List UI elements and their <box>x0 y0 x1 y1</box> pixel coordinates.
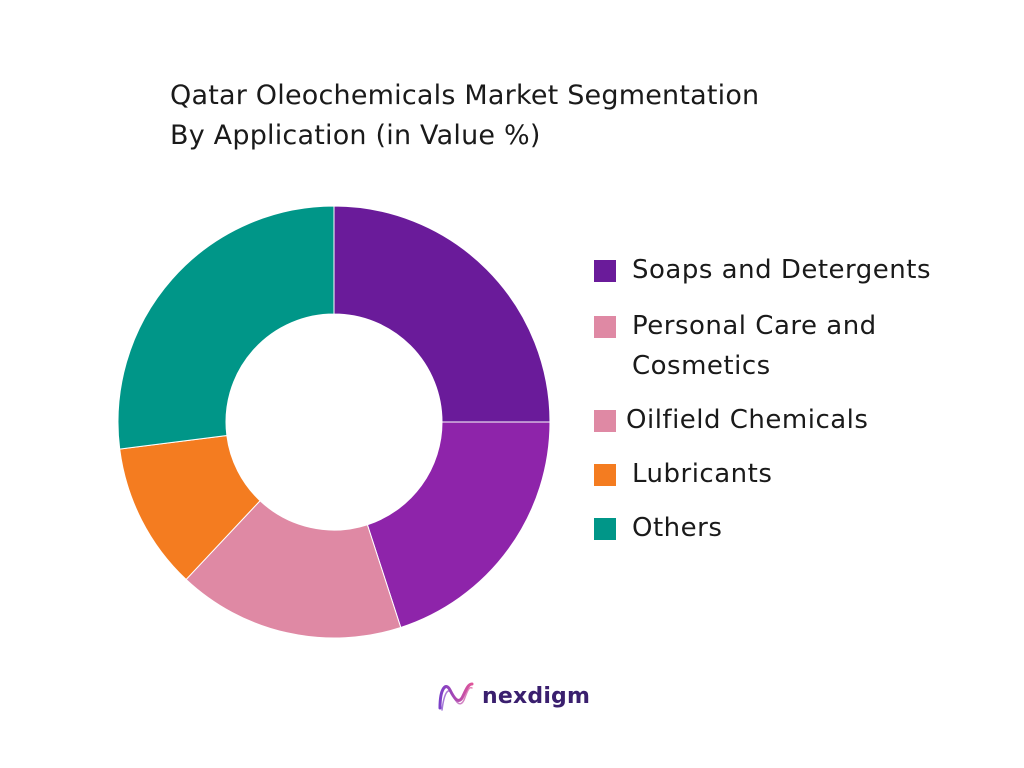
brand-logo: nexdigm <box>436 678 590 714</box>
legend-item-lubricants: Lubricants <box>594 454 772 494</box>
legend-item-oilfield-chemicals: Oilfield Chemicals <box>594 400 868 440</box>
legend-label-line: Oilfield Chemicals <box>626 405 869 435</box>
legend-label-line: Lubricants <box>632 459 773 489</box>
legend-swatch <box>594 316 616 338</box>
chart-title-line-1: Qatar Oleochemicals Market Segmentation <box>170 80 760 111</box>
donut-slice-soaps-and-detergents <box>333 205 551 423</box>
donut-slice-others <box>117 205 335 450</box>
legend-label-line: Soaps and Detergents <box>632 255 931 285</box>
legend-label: Lubricants <box>632 454 772 494</box>
legend-label: Others <box>632 508 722 548</box>
legend-label: Oilfield Chemicals <box>626 400 868 440</box>
donut-slice-personal-care-and-cosmetics <box>366 421 551 629</box>
legend-label: Personal Care and Cosmetics <box>632 306 877 386</box>
nexdigm-logo-icon <box>438 682 474 711</box>
chart-title-line-2: By Application (in Value %) <box>170 120 541 151</box>
chart-title: Qatar Oleochemicals Market Segmentation … <box>170 76 759 156</box>
legend-swatch <box>594 260 616 282</box>
legend-item-soaps-and-detergents: Soaps and Detergents <box>594 250 931 290</box>
legend-item-personal-care-and-cosmetics: Personal Care and Cosmetics <box>594 306 877 386</box>
legend-swatch <box>594 410 616 432</box>
brand-name: nexdigm <box>482 683 591 709</box>
legend-label-line: Personal Care and <box>632 311 877 341</box>
legend-label-line: Cosmetics <box>632 351 771 381</box>
legend-label: Soaps and Detergents <box>632 250 931 290</box>
legend-item-others: Others <box>594 508 722 548</box>
legend-label-line: Others <box>632 513 723 543</box>
donut-slice-oilfield-chemicals <box>185 500 402 639</box>
legend-swatch <box>594 518 616 540</box>
legend-swatch <box>594 464 616 486</box>
